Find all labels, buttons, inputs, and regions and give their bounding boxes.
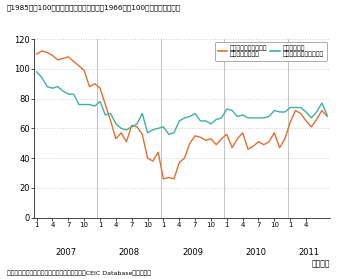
Text: 2007: 2007 bbox=[55, 248, 76, 257]
Legend: カンファレンスボード
消費者信頼感指数, ミシガン大学
消費者センチメント指数: カンファレンスボード 消費者信頼感指数, ミシガン大学 消費者センチメント指数 bbox=[215, 42, 327, 61]
Text: （1985年＝100：カンファレンスボード　1966年＝100：ミシガン大学）: （1985年＝100：カンファレンスボード 1966年＝100：ミシガン大学） bbox=[7, 4, 181, 11]
Text: 2008: 2008 bbox=[119, 248, 140, 257]
Text: 資料：カンファレンスボード、ミシガン大学、CEIC Databaseから作成。: 資料：カンファレンスボード、ミシガン大学、CEIC Databaseから作成。 bbox=[7, 271, 151, 276]
Text: （年月）: （年月） bbox=[311, 259, 330, 268]
Text: 2009: 2009 bbox=[182, 248, 203, 257]
Text: 2011: 2011 bbox=[298, 248, 319, 257]
Text: 2010: 2010 bbox=[245, 248, 266, 257]
